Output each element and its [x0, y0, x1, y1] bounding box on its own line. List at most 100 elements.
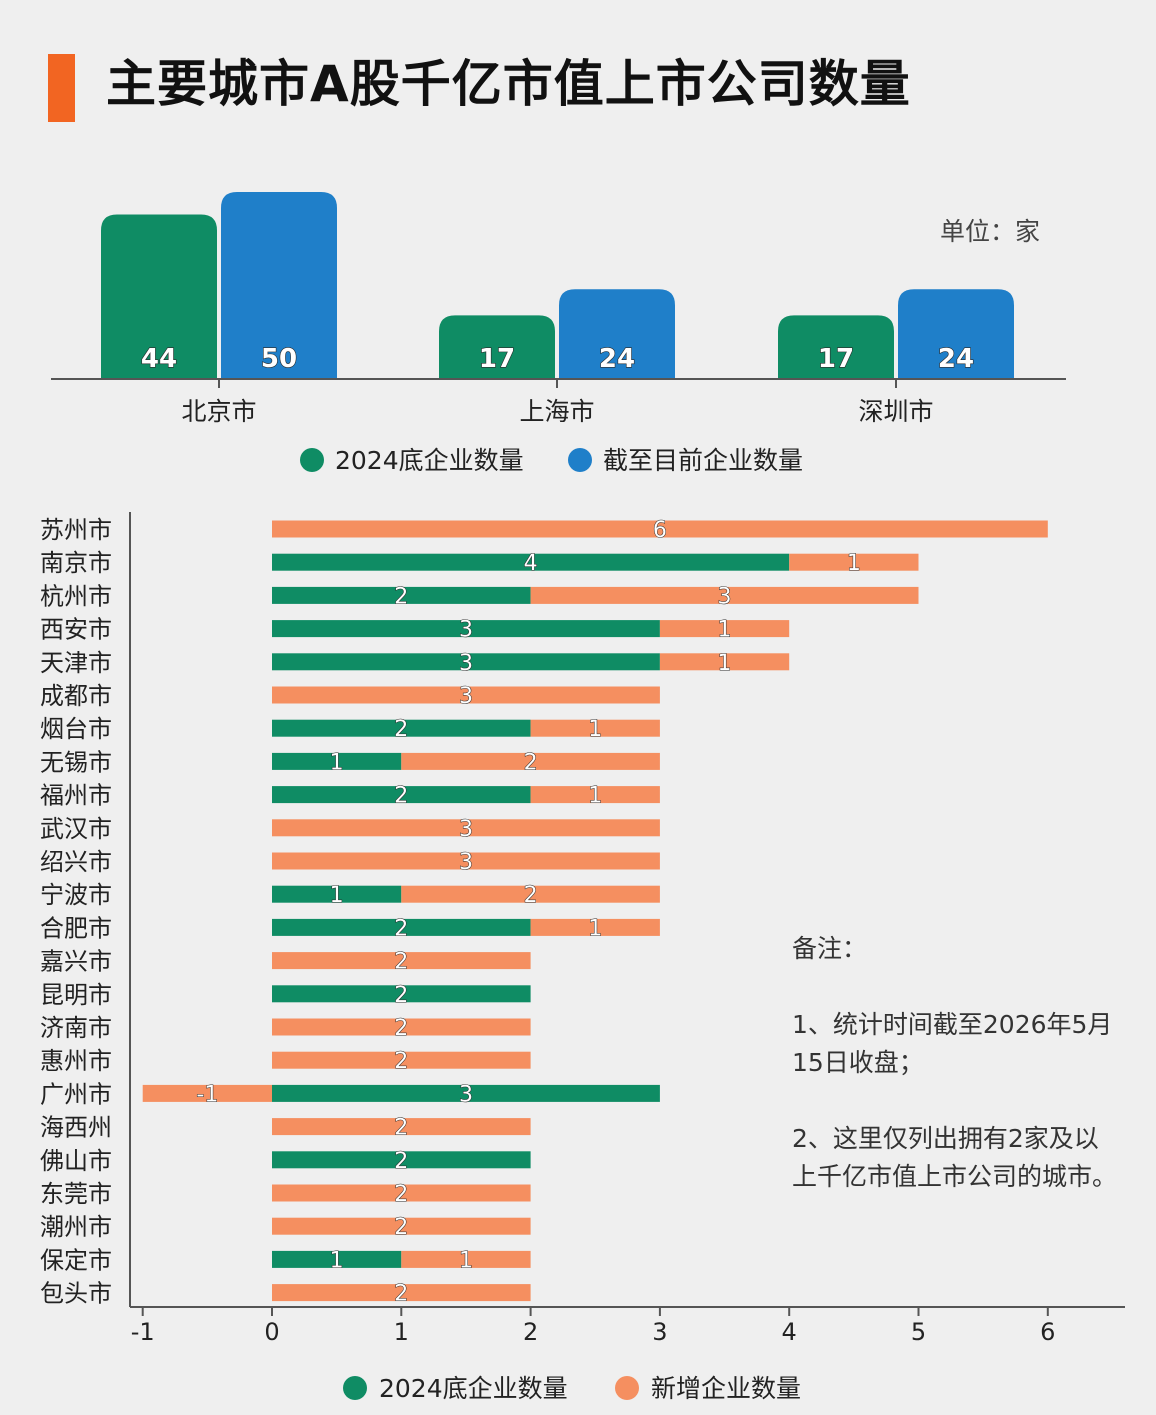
top-category-label: 深圳市	[858, 397, 933, 426]
added-segment	[272, 686, 660, 704]
added-segment	[401, 752, 660, 770]
added-segment	[272, 1217, 531, 1235]
added-value-label: 3	[459, 684, 473, 709]
legend-marker	[300, 448, 324, 472]
added-value-label: 2	[394, 1282, 408, 1307]
top-bar-value-label: 50	[261, 344, 297, 374]
added-value-label: 2	[394, 1116, 408, 1141]
top-bar	[778, 315, 894, 379]
added-segment	[530, 719, 660, 737]
added-value-label: 2	[394, 1215, 408, 1240]
added-value-label: 1	[847, 551, 861, 576]
horizontal-stacked-bar-chart: 苏州市 6 南京市 4 1 杭州市 2 3 西安市 3 1 天津市 3 1 成都市 3 烟台市 2 1 无锡市 1 2 福州…	[40, 512, 1125, 1403]
city-label: 惠州市	[40, 1047, 112, 1075]
base-segment	[272, 553, 790, 571]
added-segment	[272, 852, 660, 870]
base-value-label: 1	[330, 1248, 344, 1273]
top-bar	[559, 289, 675, 379]
legend-label: 截至目前企业数量	[603, 446, 803, 475]
added-value-label: 1	[718, 651, 732, 676]
legend-label: 新增企业数量	[651, 1374, 801, 1403]
added-segment	[272, 520, 1048, 538]
added-value-label: 2	[524, 883, 538, 908]
top-bar-value-label: 24	[938, 344, 974, 374]
notes-line-1: 1、统计时间截至2026年5月15日收盘；	[792, 1010, 1113, 1077]
added-segment	[272, 1184, 531, 1202]
city-label: 合肥市	[40, 914, 112, 942]
x-tick-label: 2	[523, 1318, 538, 1346]
notes-heading: 备注：	[792, 934, 868, 963]
added-value-label: 6	[653, 518, 667, 543]
city-label: 昆明市	[40, 981, 112, 1009]
unit-label: 单位：家	[940, 217, 1041, 246]
base-value-label: 3	[459, 618, 473, 643]
x-tick-label: 6	[1040, 1318, 1055, 1346]
city-label: 包头市	[40, 1280, 112, 1308]
top-bar-value-label: 24	[599, 344, 635, 374]
title-accent-bar	[48, 54, 75, 122]
added-segment	[401, 1250, 531, 1268]
city-label: 济南市	[40, 1014, 112, 1042]
x-tick-label: 4	[782, 1318, 797, 1346]
added-value-label: 1	[588, 717, 602, 742]
legend-label: 2024底企业数量	[335, 446, 524, 475]
base-value-label: 2	[394, 1149, 408, 1174]
added-value-label: 3	[718, 584, 732, 609]
added-value-label: 2	[394, 1016, 408, 1041]
base-value-label: 3	[459, 651, 473, 676]
legend-marker	[615, 1376, 639, 1400]
x-tick-label: 1	[394, 1318, 409, 1346]
city-label: 绍兴市	[40, 848, 112, 876]
added-segment	[530, 786, 660, 804]
top-category-label: 上海市	[519, 397, 594, 426]
base-segment	[272, 1250, 402, 1268]
base-segment	[272, 786, 531, 804]
city-label: 成都市	[40, 682, 112, 710]
x-tick-label: 0	[264, 1318, 279, 1346]
base-value-label: 2	[394, 983, 408, 1008]
city-label: 杭州市	[40, 582, 112, 610]
notes-line-2: 2、这里仅列出拥有2家及以上千亿市值上市公司的城市。	[792, 1124, 1118, 1191]
added-segment	[272, 1018, 531, 1036]
base-value-label: 3	[459, 1082, 473, 1107]
added-segment	[530, 918, 660, 936]
legend-marker	[568, 448, 592, 472]
base-segment	[272, 653, 660, 671]
base-segment	[272, 586, 531, 604]
x-tick-label: 3	[652, 1318, 667, 1346]
added-segment	[659, 653, 790, 671]
added-segment	[272, 819, 660, 837]
base-value-label: 2	[394, 784, 408, 809]
x-tick-label: 5	[911, 1318, 926, 1346]
city-label: 广州市	[40, 1080, 112, 1108]
added-segment	[272, 1284, 531, 1302]
base-value-label: 2	[394, 584, 408, 609]
city-label: 东莞市	[40, 1180, 112, 1208]
added-segment	[530, 586, 919, 604]
base-segment	[272, 1084, 660, 1102]
city-label: 天津市	[40, 649, 112, 677]
city-label: 武汉市	[40, 815, 112, 843]
base-value-label: 2	[394, 916, 408, 941]
top-bar	[221, 192, 337, 379]
city-label: 烟台市	[40, 715, 112, 743]
top-bar	[898, 289, 1014, 379]
added-value-label: 3	[459, 817, 473, 842]
top-bar-value-label: 44	[141, 344, 177, 374]
base-value-label: 2	[394, 717, 408, 742]
added-segment	[142, 1084, 272, 1102]
added-value-label: 1	[588, 916, 602, 941]
base-segment	[272, 918, 531, 936]
added-value-label: 2	[394, 1182, 408, 1207]
city-label: 宁波市	[40, 881, 112, 909]
top-bar	[439, 315, 555, 379]
base-segment	[272, 1151, 531, 1169]
added-value-label: 2	[394, 950, 408, 975]
x-tick-label: -1	[131, 1318, 155, 1346]
added-segment	[659, 620, 790, 638]
top-category-label: 北京市	[181, 397, 256, 426]
city-label: 嘉兴市	[40, 948, 112, 976]
base-segment	[272, 752, 402, 770]
added-value-label: 1	[459, 1248, 473, 1273]
